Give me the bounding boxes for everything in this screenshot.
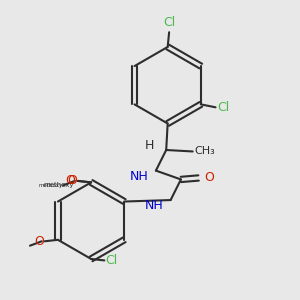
Text: NH: NH bbox=[145, 200, 163, 212]
Text: CH₃: CH₃ bbox=[194, 146, 215, 157]
Text: Cl: Cl bbox=[105, 254, 118, 267]
Text: Cl: Cl bbox=[217, 101, 229, 114]
Text: NH: NH bbox=[130, 170, 148, 183]
Text: O: O bbox=[65, 174, 75, 188]
Text: methoxy: methoxy bbox=[43, 182, 74, 188]
Text: O: O bbox=[34, 235, 44, 248]
Text: O: O bbox=[205, 172, 214, 184]
Text: O: O bbox=[67, 174, 77, 188]
Text: methoxy: methoxy bbox=[38, 183, 62, 188]
Text: H: H bbox=[145, 139, 154, 152]
Text: Cl: Cl bbox=[163, 16, 175, 29]
